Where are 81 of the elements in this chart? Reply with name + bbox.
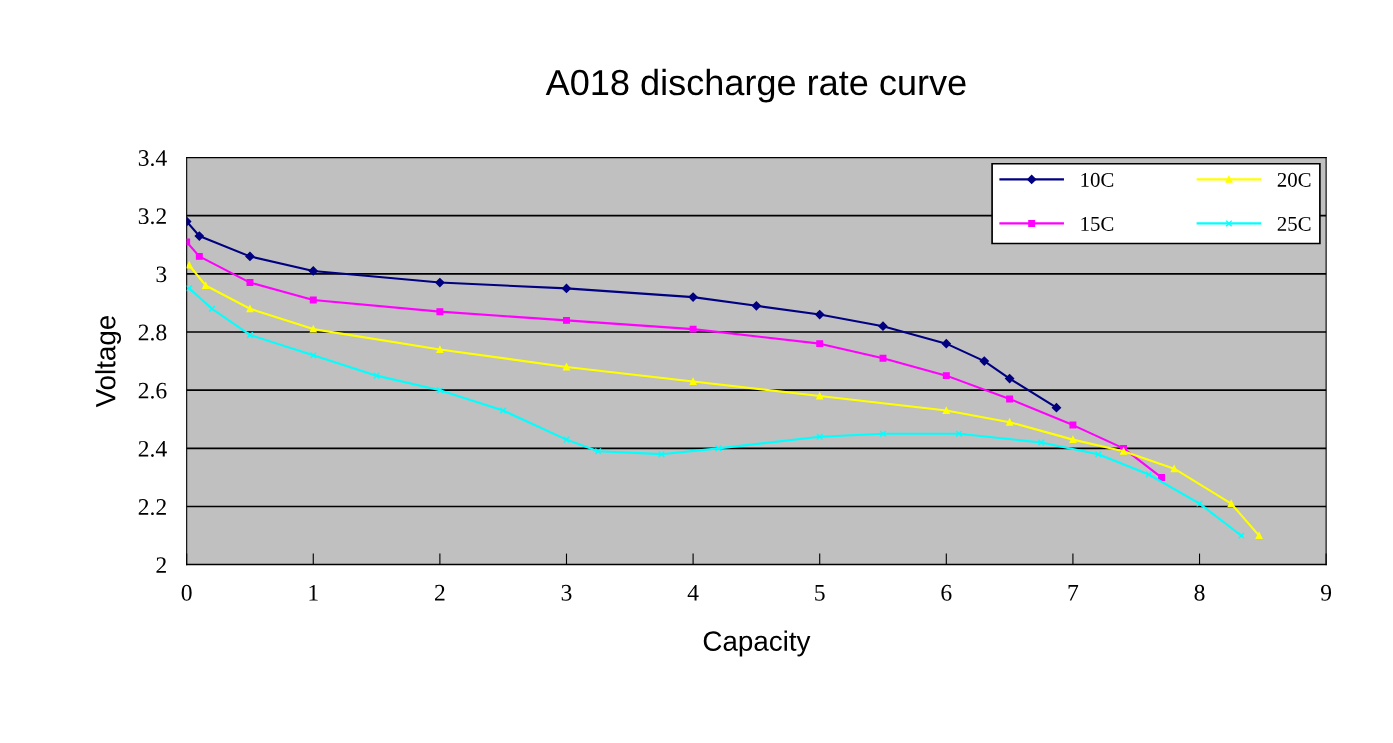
x-tick-label: 5	[815, 585, 825, 601]
point	[245, 251, 255, 262]
x-tick-label: 4	[687, 584, 699, 601]
y-tick-label: 3.2	[138, 208, 166, 225]
y-tick-label: 2.8	[138, 324, 167, 341]
y-tick-label: 3.4	[138, 150, 167, 167]
point	[436, 345, 444, 353]
point	[308, 266, 318, 276]
point	[186, 284, 193, 292]
point	[1051, 403, 1062, 413]
point	[563, 436, 570, 444]
y-tick-label: 2.4	[138, 440, 167, 457]
y-axis-title: Voltage	[95, 315, 122, 408]
x-tick-label: 3	[561, 584, 572, 601]
legend-label: 25C	[1277, 216, 1311, 231]
point	[714, 444, 722, 452]
point	[436, 386, 444, 394]
chart-title: A018 discharge rate curve	[545, 68, 966, 103]
point	[435, 277, 445, 288]
y-tick-label: 2.2	[138, 499, 166, 516]
x-tick-label: 9	[1320, 584, 1332, 601]
point	[878, 321, 888, 331]
y-tick-label: 3	[156, 266, 167, 283]
x-tick-label: 8	[1194, 584, 1205, 601]
point	[942, 407, 950, 415]
point	[1069, 436, 1077, 444]
point	[309, 351, 317, 359]
point	[1037, 439, 1045, 447]
point	[751, 301, 762, 311]
point	[202, 282, 210, 289]
point	[879, 354, 887, 362]
point	[1158, 473, 1166, 481]
x-tick-label: 7	[1068, 585, 1079, 601]
point	[309, 296, 317, 304]
x-tick-label: 2	[435, 584, 445, 601]
legend-label: 20C	[1277, 172, 1311, 187]
point	[309, 325, 317, 333]
y-tick-label: 2.6	[138, 382, 167, 399]
x-tick-label: 0	[181, 584, 192, 601]
point	[1006, 395, 1014, 403]
point	[1237, 532, 1245, 540]
point	[1255, 532, 1263, 540]
point	[955, 430, 963, 438]
point	[594, 447, 602, 455]
point	[1145, 471, 1153, 478]
point	[1004, 373, 1015, 384]
point	[816, 392, 824, 400]
point	[979, 356, 989, 366]
point	[1227, 500, 1235, 508]
point	[246, 331, 254, 339]
x-tick-label: 1	[309, 584, 318, 601]
point	[186, 261, 193, 269]
point	[941, 339, 951, 349]
point	[563, 316, 570, 324]
y-tick-label: 2	[156, 557, 166, 573]
point	[436, 308, 444, 316]
x-axis-title: Capacity	[703, 630, 811, 657]
point	[246, 279, 254, 287]
point	[1170, 465, 1178, 473]
point	[816, 340, 824, 348]
point	[1196, 500, 1204, 508]
point	[657, 450, 665, 458]
point	[195, 252, 203, 260]
point	[208, 305, 216, 313]
point	[194, 231, 204, 241]
point	[815, 309, 825, 320]
point	[246, 305, 254, 313]
point	[1006, 418, 1014, 426]
point	[1094, 450, 1102, 458]
point	[499, 407, 507, 415]
legend-label: 10C	[1081, 172, 1114, 187]
point	[688, 292, 698, 302]
point	[942, 372, 950, 380]
point	[1069, 421, 1077, 429]
point	[689, 325, 697, 333]
x-tick-label: 6	[941, 584, 952, 601]
point	[373, 372, 381, 380]
point	[689, 377, 697, 385]
point	[879, 430, 887, 438]
point	[561, 283, 572, 294]
legend-label: 15C	[1081, 216, 1114, 231]
